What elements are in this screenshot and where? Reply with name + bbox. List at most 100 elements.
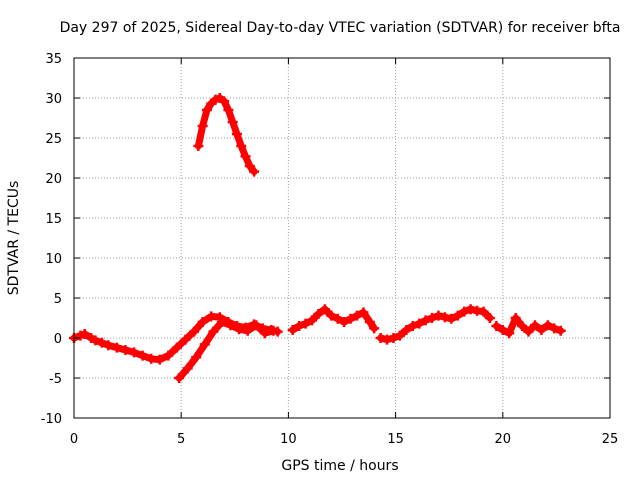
data-points	[69, 93, 566, 383]
data-point	[96, 337, 107, 348]
data-point	[111, 342, 122, 353]
data-point	[191, 352, 202, 363]
data-point	[199, 339, 210, 350]
data-point	[287, 325, 298, 335]
data-point	[407, 321, 418, 331]
data-point	[555, 325, 566, 336]
data-point	[259, 328, 270, 339]
data-point	[332, 313, 343, 324]
data-point	[223, 105, 234, 115]
data-point	[268, 325, 279, 336]
data-point	[182, 363, 193, 374]
data-point	[420, 315, 431, 326]
data-point	[369, 323, 380, 334]
data-point	[197, 121, 208, 131]
data-point	[459, 306, 470, 317]
data-point	[234, 324, 245, 335]
data-point	[510, 313, 521, 323]
data-point	[129, 347, 140, 358]
data-point	[358, 307, 369, 318]
data-point	[517, 321, 528, 331]
data-point	[388, 333, 399, 343]
data-point	[446, 313, 457, 324]
data-point	[249, 166, 260, 177]
data-point	[504, 328, 515, 339]
x-axis-ticks: 0 5 10 15 20 25	[70, 58, 618, 447]
x-tick-label: 20	[495, 432, 512, 447]
data-point	[375, 333, 386, 343]
data-point	[364, 317, 375, 327]
data-point	[79, 329, 90, 339]
x-tick-label: 5	[177, 432, 185, 447]
y-tick-label: -10	[41, 412, 62, 427]
data-point	[536, 325, 547, 335]
data-point	[549, 323, 560, 334]
y-tick-label: 5	[54, 292, 62, 307]
data-point	[427, 313, 438, 323]
data-point	[401, 325, 412, 335]
x-tick-label: 10	[280, 432, 297, 447]
series-track-2-trace	[175, 318, 277, 382]
data-point	[240, 151, 251, 162]
x-tick-label: 15	[387, 432, 404, 447]
data-point	[300, 318, 311, 329]
x-axis-label: GPS time / hours	[281, 458, 398, 474]
data-point	[465, 304, 476, 315]
data-point	[180, 334, 191, 345]
data-point	[294, 321, 305, 331]
y-tick-label: 20	[45, 172, 62, 187]
y-tick-label: 25	[45, 132, 62, 147]
data-point	[174, 373, 185, 383]
data-point	[236, 141, 247, 151]
data-point	[90, 335, 101, 346]
data-point	[484, 313, 495, 323]
data-point	[529, 320, 540, 331]
data-point	[201, 105, 212, 115]
data-point	[319, 304, 330, 315]
data-point	[242, 325, 253, 336]
data-point	[208, 326, 219, 337]
data-point	[219, 96, 230, 107]
data-point	[478, 306, 489, 317]
plot-frame	[73, 57, 611, 419]
chart-title: Day 297 of 2025, Sidereal Day-to-day VTE…	[60, 20, 621, 36]
data-point	[326, 310, 337, 321]
data-point	[171, 342, 182, 353]
data-point	[193, 141, 204, 151]
data-point	[244, 161, 255, 171]
data-point	[497, 325, 508, 335]
data-point	[154, 354, 165, 365]
data-point	[382, 334, 393, 345]
y-tick-label: -5	[49, 372, 62, 387]
y-tick-label: 35	[45, 52, 62, 67]
data-point	[339, 317, 350, 327]
data-point	[352, 310, 363, 321]
y-tick-label: 0	[54, 332, 62, 347]
data-point	[197, 317, 208, 327]
x-tick-label: 0	[70, 432, 78, 447]
data-point	[345, 313, 356, 324]
data-point	[227, 117, 238, 127]
y-tick-label: 30	[45, 92, 62, 107]
data-point	[306, 315, 317, 326]
data-point	[414, 318, 425, 329]
x-tick-label: 25	[602, 432, 619, 447]
data-point	[542, 320, 553, 331]
data-point	[523, 326, 534, 337]
grid-lines	[74, 58, 610, 418]
y-axis-ticks: -10 -5 0 5 10 15 20 25 30 35	[41, 52, 610, 427]
data-point	[216, 317, 227, 327]
data-point	[439, 312, 450, 323]
data-point	[231, 129, 242, 139]
data-point	[433, 310, 444, 321]
data-point	[394, 330, 405, 341]
data-point	[163, 350, 174, 361]
data-point	[206, 311, 217, 322]
data-point	[137, 350, 148, 361]
data-point	[452, 310, 463, 321]
data-point	[189, 326, 200, 337]
data-point	[251, 320, 262, 331]
y-tick-label: 15	[45, 212, 62, 227]
data-point	[491, 321, 502, 331]
